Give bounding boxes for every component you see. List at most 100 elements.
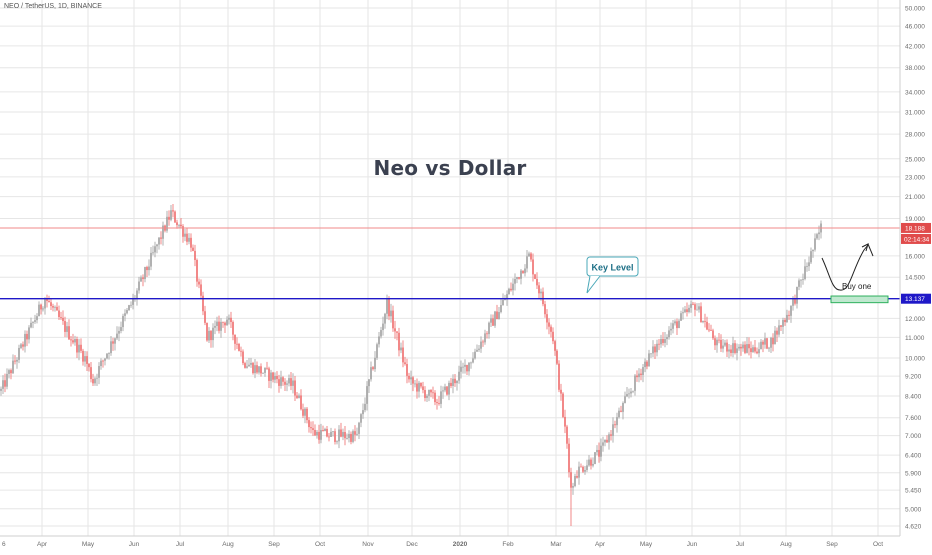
candle-body: [254, 365, 256, 374]
candle-body: [552, 331, 554, 342]
candle-body: [542, 291, 544, 305]
candle-body: [30, 322, 32, 328]
candle-body: [784, 319, 786, 323]
candle-body: [526, 256, 528, 269]
candle-body: [758, 349, 760, 354]
candle-body: [634, 375, 636, 391]
candle-body: [346, 438, 348, 439]
y-tick-label: 42.000: [905, 43, 925, 50]
candle-body: [368, 379, 370, 387]
candle-body: [420, 382, 422, 387]
candle-body: [198, 281, 200, 285]
candle-body: [652, 346, 654, 354]
candle-body: [160, 237, 162, 239]
candle-body: [228, 317, 230, 320]
y-tick-label: 11.000: [905, 335, 925, 342]
y-tick-label: 38.000: [905, 65, 925, 72]
candle-body: [814, 238, 816, 250]
candle-body: [366, 386, 368, 404]
candle-body: [62, 317, 64, 322]
candle-body: [414, 383, 416, 385]
candle-body: [742, 344, 744, 349]
candle-body: [662, 339, 664, 343]
candle-body: [392, 310, 394, 329]
y-tick-label: 5.900: [905, 470, 922, 477]
candle-body: [442, 390, 444, 392]
x-tick-label: Apr: [37, 541, 48, 548]
y-tick-label: 9.200: [905, 374, 922, 381]
candle-body: [780, 325, 782, 327]
candle-body: [122, 315, 124, 328]
candle-body: [282, 377, 284, 382]
candle-body: [342, 432, 344, 437]
y-tick-label: 8.400: [905, 393, 922, 400]
candle-body: [786, 314, 788, 323]
candle-body: [144, 267, 146, 280]
candle-body: [348, 433, 350, 439]
candle-body: [200, 284, 202, 296]
x-tick-label: Oct: [315, 541, 325, 548]
candle-body: [52, 306, 54, 308]
candle-body: [516, 277, 518, 279]
candle-body: [484, 333, 486, 343]
countdown-value: 02:14:34: [904, 236, 930, 243]
candle-body: [306, 408, 308, 421]
candle-body: [530, 253, 532, 260]
candle-body: [388, 298, 390, 317]
candle-body: [410, 377, 412, 380]
candle-body: [686, 309, 688, 313]
y-tick-label: 5.000: [905, 506, 922, 513]
candle-body: [94, 378, 96, 384]
candle-body: [660, 339, 662, 345]
candle-body: [622, 402, 624, 412]
candle-body: [108, 353, 110, 354]
candle-body: [312, 428, 314, 430]
y-tick-label: 34.000: [905, 89, 925, 96]
candle-body: [90, 367, 92, 380]
candle-body: [140, 277, 142, 282]
x-tick-label: Apr: [595, 541, 606, 548]
candle-body: [818, 232, 820, 235]
candle-body: [72, 340, 74, 343]
candle-body: [632, 390, 634, 392]
candle-body: [564, 416, 566, 427]
candle-body: [522, 270, 524, 274]
candle-body: [440, 391, 442, 404]
candle-body: [794, 298, 796, 304]
y-tick-label: 50.000: [905, 6, 925, 13]
candle-body: [796, 286, 798, 304]
candle-body: [370, 367, 372, 380]
candle-body: [450, 382, 452, 386]
candle-body: [464, 364, 466, 367]
candle-body: [212, 327, 214, 341]
candle-body: [206, 322, 208, 341]
candle-body: [238, 343, 240, 351]
candle-body: [510, 288, 512, 291]
candle-body: [88, 363, 90, 368]
candle-body: [246, 366, 248, 368]
candle-body: [130, 304, 132, 306]
candle-body: [654, 346, 656, 353]
candle-body: [118, 330, 120, 334]
y-tick-label: 46.000: [905, 24, 925, 31]
candle-body: [186, 233, 188, 242]
candle-body: [298, 395, 300, 398]
candle-body: [184, 233, 186, 237]
candle-body: [810, 251, 812, 263]
candle-body: [562, 393, 564, 417]
candle-body: [340, 429, 342, 437]
candle-body: [394, 328, 396, 332]
y-tick-label: 4.620: [905, 524, 922, 531]
candle-body: [428, 389, 430, 396]
candles-layer: [0, 204, 822, 526]
candle-body: [20, 344, 22, 348]
y-tick-label: 31.000: [905, 109, 925, 116]
candle-body: [406, 364, 408, 376]
candle-body: [60, 316, 62, 318]
candle-body: [566, 426, 568, 444]
candle-body: [642, 367, 644, 376]
candle-body: [486, 333, 488, 335]
candle-body: [466, 364, 468, 372]
